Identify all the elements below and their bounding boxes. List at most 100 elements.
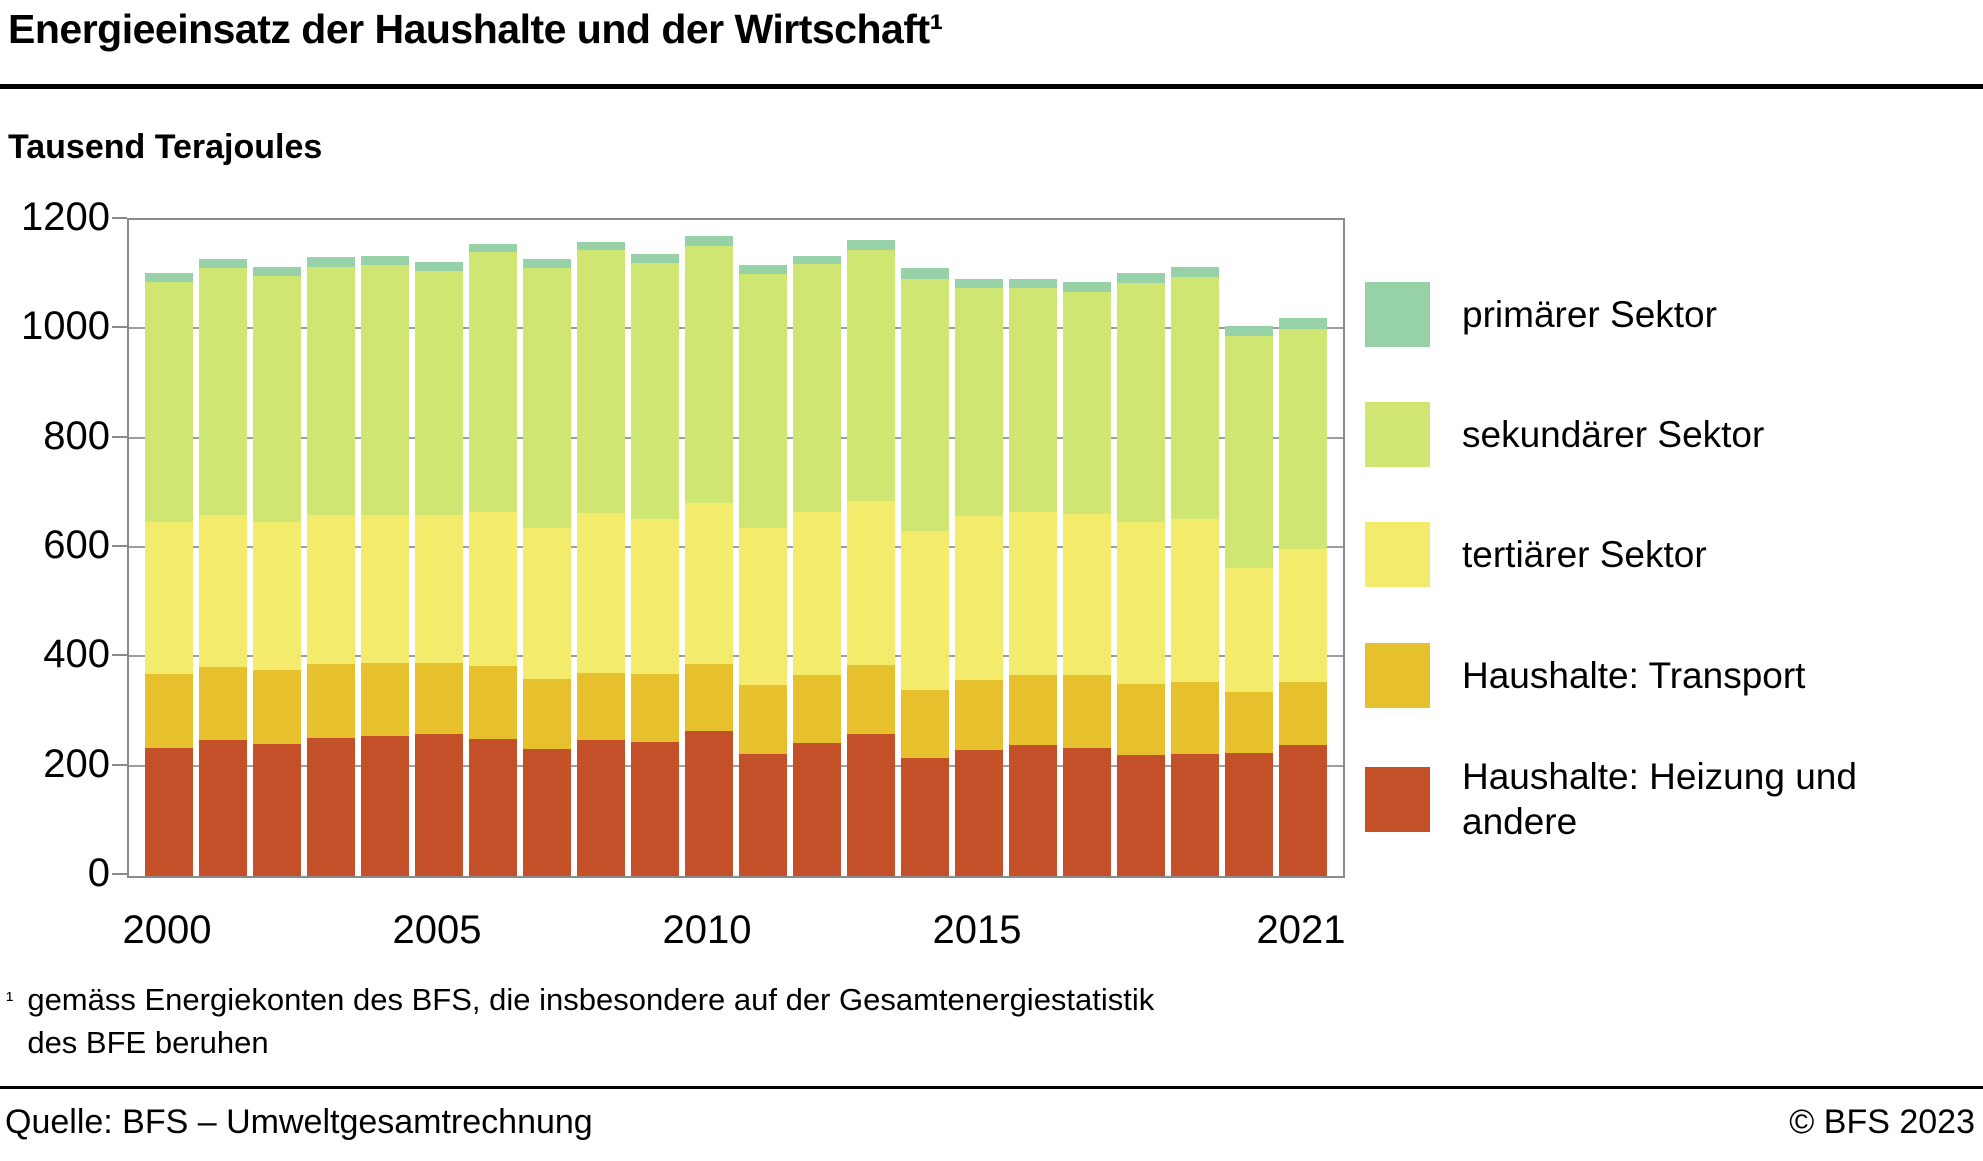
legend-swatch-sekundaer	[1365, 402, 1430, 467]
y-tick-mark	[112, 217, 127, 219]
bar-segment	[199, 515, 247, 667]
bar-segment	[361, 265, 409, 516]
y-tick-mark	[112, 654, 127, 657]
legend-label: sekundärer Sektor	[1462, 414, 1765, 455]
bar-segment	[631, 263, 679, 519]
bar-2014	[901, 268, 949, 876]
bar-segment	[955, 288, 1003, 517]
bar-segment	[1117, 273, 1165, 284]
bar-segment	[199, 268, 247, 516]
bar-segment	[793, 674, 841, 743]
bar-2002	[253, 266, 301, 876]
bar-2001	[199, 258, 247, 876]
bar-2010	[685, 236, 733, 876]
legend-label: primärer Sektor	[1462, 294, 1717, 335]
bar-segment	[145, 281, 193, 522]
axis-unit-label: Tausend Terajoules	[8, 128, 323, 166]
x-tick-label-2010: 2010	[662, 908, 752, 952]
gridline-600	[129, 546, 1343, 548]
bar-segment	[415, 662, 463, 734]
copyright-label: © BFS 2023	[1789, 1103, 1975, 1141]
x-tick-label-2021: 2021	[1256, 908, 1346, 952]
bar-segment	[469, 666, 517, 739]
bar-segment	[1171, 753, 1219, 876]
bar-segment	[793, 255, 841, 264]
bar-segment	[145, 521, 193, 674]
bar-segment	[523, 259, 571, 268]
bar-segment	[901, 757, 949, 876]
bar-2020	[1225, 326, 1273, 876]
bar-segment	[361, 515, 409, 664]
y-tick-label-600: 600	[43, 523, 110, 567]
y-tick-mark	[112, 326, 127, 329]
y-tick-mark	[112, 545, 127, 547]
bar-segment	[685, 236, 733, 246]
bar-2017	[1063, 281, 1111, 876]
bar-segment	[1063, 748, 1111, 876]
bar-segment	[1279, 318, 1327, 329]
bar-segment	[1279, 548, 1327, 682]
legend-item-primaer: primärer Sektor	[1365, 282, 1717, 347]
bar-segment	[1171, 682, 1219, 754]
gridline-800	[129, 436, 1343, 439]
gridline-200	[129, 764, 1343, 767]
bar-segment	[1063, 514, 1111, 676]
legend-item-tertiaer: tertiärer Sektor	[1365, 522, 1707, 587]
gridline-400	[129, 655, 1343, 658]
gridline-1000	[129, 327, 1343, 330]
bar-segment	[1117, 683, 1165, 755]
bar-segment	[1279, 328, 1327, 549]
bar-segment	[631, 518, 679, 675]
bar-segment	[415, 733, 463, 876]
y-tick-label-1000: 1000	[21, 304, 110, 349]
bar-segment	[847, 239, 895, 250]
bar-segment	[253, 521, 301, 671]
footnote-line1: gemäss Energiekonten des BFS, die insbes…	[27, 982, 1155, 1017]
footnote-line2: des BFE beruhen	[27, 1025, 269, 1060]
bar-segment	[469, 512, 517, 667]
bar-segment	[145, 748, 193, 876]
bar-segment	[685, 245, 733, 503]
bar-segment	[739, 528, 787, 686]
bar-segment	[685, 663, 733, 732]
legend-swatch-tertiaer	[1365, 522, 1430, 587]
bar-segment	[739, 264, 787, 275]
bar-2000	[145, 272, 193, 876]
bar-2011	[739, 264, 787, 876]
bar-segment	[1009, 745, 1057, 876]
bar-segment	[1063, 675, 1111, 749]
bar-segment	[1225, 326, 1273, 337]
bar-segment	[631, 254, 679, 264]
bar-segment	[253, 670, 301, 744]
y-tick-mark	[112, 763, 127, 766]
bar-2021	[1279, 318, 1327, 876]
bar-segment	[739, 274, 787, 529]
x-tick-label-2000: 2000	[122, 908, 212, 952]
bar-segment	[577, 241, 625, 251]
bar-segment	[631, 742, 679, 876]
legend-swatch-primaer	[1365, 282, 1430, 347]
legend-item-sekundaer: sekundärer Sektor	[1365, 402, 1764, 467]
bar-segment	[1117, 283, 1165, 523]
y-tick-label-0: 0	[87, 851, 110, 895]
bar-segment	[793, 512, 841, 675]
bar-segment	[955, 516, 1003, 681]
bar-segment	[901, 689, 949, 758]
bar-segment	[469, 251, 517, 513]
bar-segment	[523, 679, 571, 750]
bar-segment	[901, 531, 949, 690]
bar-segment	[631, 674, 679, 743]
y-tick-label-200: 200	[43, 741, 110, 786]
bar-segment	[307, 266, 355, 516]
bar-segment	[577, 250, 625, 514]
legend-item-transport: Haushalte: Transport	[1365, 643, 1805, 708]
bar-segment	[253, 275, 301, 522]
bar-segment	[847, 665, 895, 735]
bar-segment	[307, 737, 355, 876]
bar-2007	[523, 259, 571, 876]
bar-segment	[361, 736, 409, 876]
bar-segment	[1171, 267, 1219, 278]
bar-segment	[793, 742, 841, 876]
bar-segment	[955, 279, 1003, 289]
bar-segment	[577, 740, 625, 876]
